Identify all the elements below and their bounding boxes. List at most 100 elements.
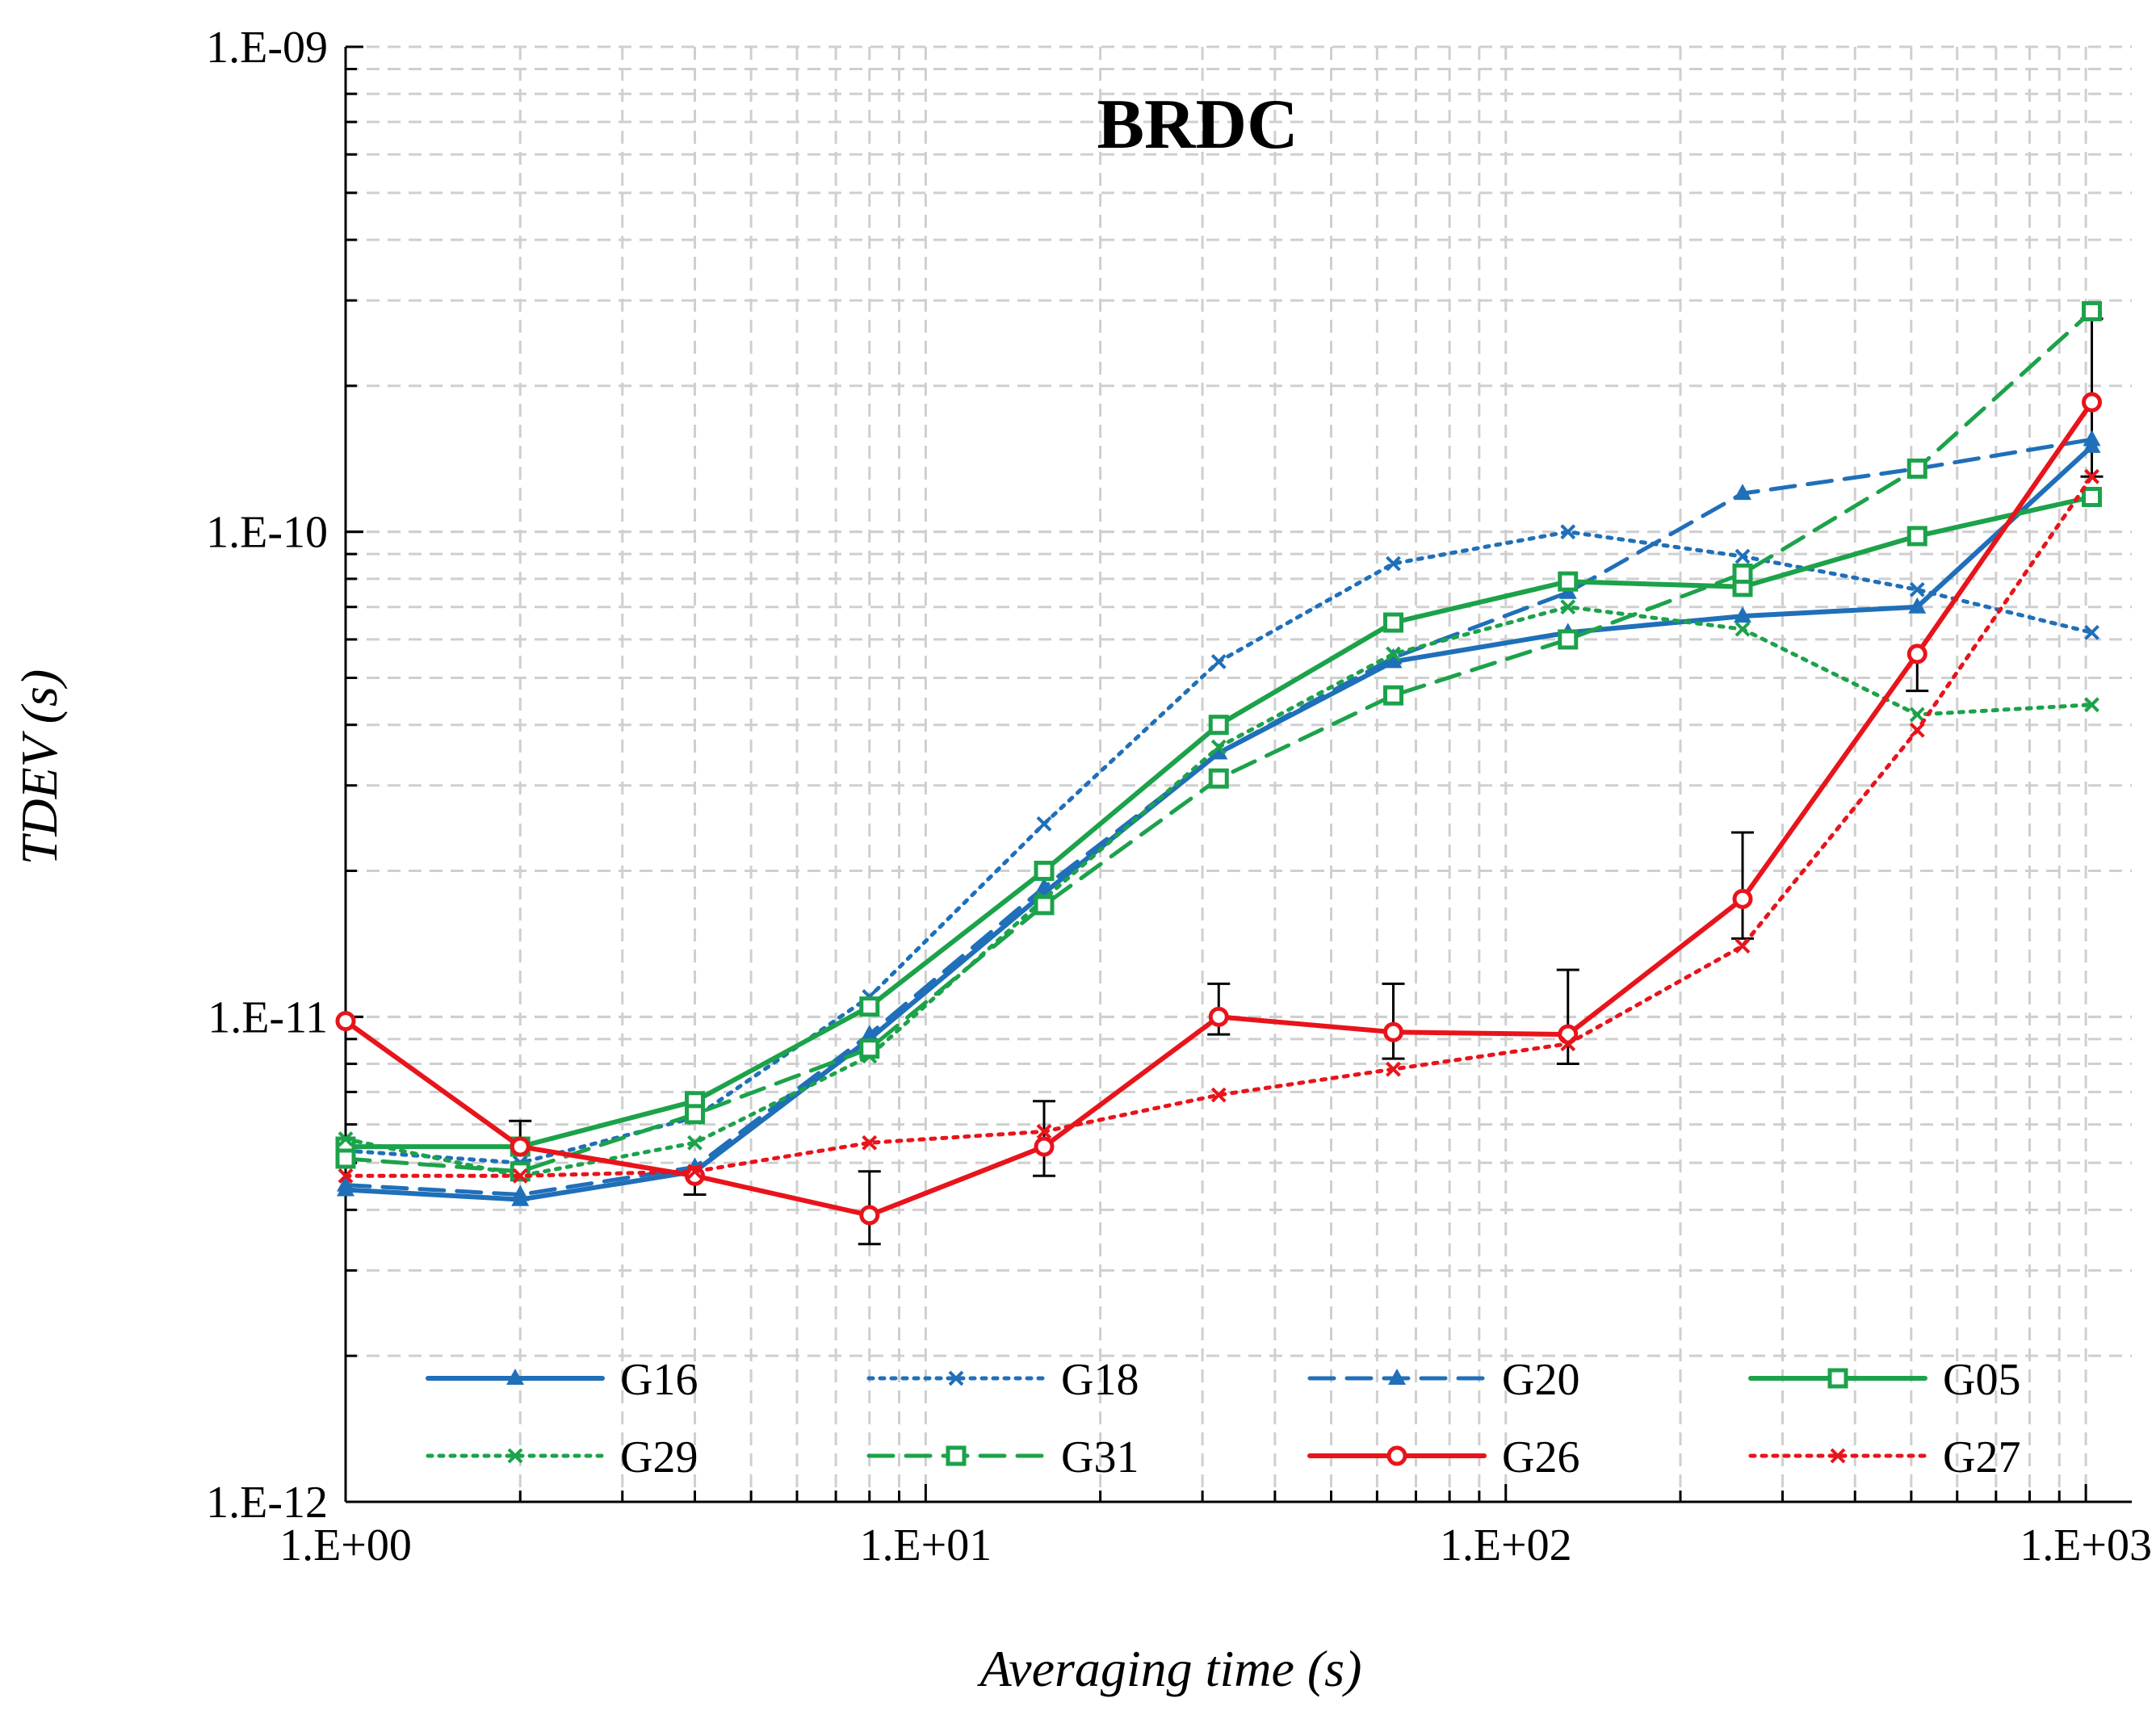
data-point-g05: [1558, 571, 1579, 592]
data-point-g31: [335, 1148, 356, 1169]
data-point-g31: [859, 1038, 880, 1059]
legend-marker-g26: [1386, 1445, 1407, 1466]
legend-marker-g18: [948, 1370, 964, 1386]
data-point-g18: [1734, 548, 1751, 564]
data-point-g31: [2082, 300, 2103, 321]
data-point-g27-stroke: [862, 1134, 878, 1151]
series-g27: [338, 468, 2099, 1184]
data-point-g27: [1560, 1036, 1576, 1052]
data-point-g05: [2082, 486, 2103, 507]
data-point-g18-stroke: [1036, 816, 1052, 832]
data-point-g31: [1558, 629, 1579, 650]
data-point-g20: [511, 1185, 530, 1201]
series-line-g20: [343, 437, 2094, 1197]
legend-label-g16: G16: [620, 1355, 698, 1405]
data-point-g20: [1734, 484, 1752, 501]
series-g18: [338, 524, 2099, 1171]
data-point-g27: [1386, 1061, 1401, 1077]
legend-marker-g18-stroke: [948, 1370, 964, 1386]
data-point-g29-stroke: [338, 1131, 354, 1147]
data-point-g29: [687, 1134, 703, 1151]
series-line-g18: [343, 530, 2094, 1165]
data-point-g27-stroke: [1036, 1124, 1052, 1139]
data-point-g18-stroke: [1560, 524, 1576, 540]
x-tick-label: 1.E+00: [279, 1520, 412, 1570]
data-point-g18-stroke: [1210, 653, 1227, 669]
data-point-g31: [1383, 685, 1404, 706]
data-point-g05: [859, 996, 880, 1017]
data-point-g18-stroke: [1734, 548, 1751, 564]
legend-item-g18: G18: [866, 1355, 1139, 1405]
data-point-g27-stroke: [1386, 1061, 1401, 1077]
legend-label-g05: G05: [1943, 1355, 2020, 1405]
data-point-g27: [512, 1168, 528, 1184]
data-point-g27-stroke: [1734, 938, 1751, 954]
data-point-g18: [1210, 653, 1227, 669]
data-point-g27: [687, 1164, 703, 1180]
data-point-g18: [1386, 556, 1401, 572]
data-point-g29: [2084, 697, 2099, 713]
data-point-g20: [1035, 877, 1054, 894]
legend-item-g27: G27: [1748, 1432, 2020, 1482]
y-tick-label: 1.E-11: [208, 992, 328, 1042]
data-point-g27-stroke: [687, 1164, 703, 1180]
legend-label-g29: G29: [620, 1432, 698, 1482]
data-point-g29-stroke: [1560, 599, 1576, 615]
data-point-g27-stroke: [2084, 468, 2099, 484]
data-point-g29: [1386, 646, 1401, 662]
y-tick-label: 1.E-12: [206, 1478, 328, 1528]
data-point-g29: [1909, 707, 1925, 723]
data-point-g20: [2083, 430, 2101, 447]
data-point-g27-stroke: [1560, 1036, 1576, 1052]
data-point-g26: [335, 1011, 356, 1032]
data-point-g31: [1906, 458, 1927, 479]
series-line-g05: [343, 494, 2095, 1150]
error-bars: [509, 317, 2104, 1246]
data-point-g20: [337, 1175, 354, 1192]
legend-item-g31: G31: [866, 1432, 1139, 1482]
legend-item-g20: G20: [1307, 1355, 1579, 1405]
data-point-g26: [1906, 644, 1927, 665]
legend-marker-g16: [506, 1369, 524, 1385]
data-point-g29: [1734, 621, 1751, 637]
legend-label-g18: G18: [1061, 1355, 1139, 1405]
data-point-g29-stroke: [1909, 707, 1925, 723]
legend-marker-g20: [1388, 1369, 1406, 1385]
data-point-g26: [1732, 888, 1753, 909]
legend-label-g31: G31: [1061, 1432, 1139, 1482]
data-point-g18-stroke: [1909, 581, 1925, 598]
data-point-g29-stroke: [1386, 646, 1401, 662]
data-point-g29-stroke: [687, 1134, 703, 1151]
data-point-g26: [1208, 1006, 1229, 1027]
data-point-g26: [1034, 1136, 1055, 1157]
legend-marker-g27-stroke: [1830, 1448, 1846, 1464]
data-point-g20: [1210, 743, 1228, 760]
data-point-g26: [859, 1205, 880, 1226]
data-point-g27-stroke: [1909, 722, 1925, 738]
x-tick-label: 1.E+03: [2020, 1520, 2152, 1570]
data-point-g31: [1034, 895, 1055, 916]
data-point-g27: [862, 1134, 878, 1151]
data-point-g27: [1909, 722, 1925, 738]
legend-marker-g29: [507, 1448, 523, 1464]
grid: [346, 45, 2132, 1502]
axes: 1.E+00 1.E+01 1.E+02 1.E+03 1.E-12 1.E-11 1.E-…: [206, 23, 2152, 1570]
data-point-g29-stroke: [1734, 621, 1751, 637]
legend-item-g05: G05: [1748, 1355, 2020, 1405]
legend-label-g26: G26: [1502, 1432, 1579, 1482]
data-point-g29-stroke: [1210, 739, 1227, 755]
data-point-g05: [1208, 715, 1229, 736]
data-point-g29-stroke: [2084, 697, 2099, 713]
data-point-g18-stroke: [2084, 624, 2099, 640]
data-point-g31: [1208, 768, 1229, 789]
x-axis-label: Averaging time (s): [977, 1640, 1362, 1697]
series-g26: [335, 392, 2103, 1226]
data-point-g27-stroke: [338, 1168, 354, 1184]
data-point-g18-stroke: [1386, 556, 1401, 572]
data-point-g18: [1909, 581, 1925, 598]
data-point-g16: [1734, 606, 1752, 623]
series-line-g27: [343, 474, 2094, 1178]
y-tick-label: 1.E-09: [206, 23, 328, 73]
data-series: [335, 300, 2103, 1226]
